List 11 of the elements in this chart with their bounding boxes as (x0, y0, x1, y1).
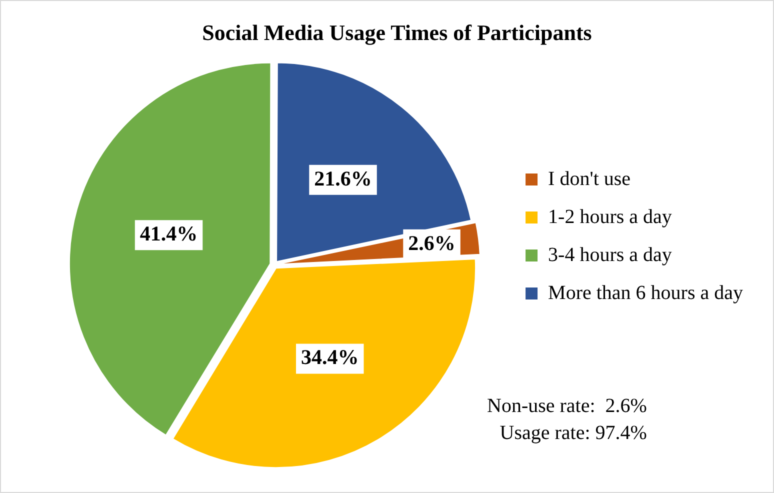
text: Non-use rate: 2.6% (487, 394, 647, 419)
data-label: 41.4% (140, 222, 198, 246)
text: Usage rate: 97.4% (498, 421, 647, 446)
legend-label: I don't use (548, 168, 631, 190)
data-label: 34.4% (301, 345, 359, 370)
data-label: 21.6% (314, 166, 372, 190)
data-label: 2.6% (408, 230, 456, 255)
legend-label: 1-2 hours a day (548, 206, 672, 228)
legend-label: 3-4 hours a day (548, 244, 672, 266)
chart-title: Social Media Usage Times of Participants (202, 20, 592, 45)
legend-label: More than 6 hours a day (548, 282, 743, 304)
